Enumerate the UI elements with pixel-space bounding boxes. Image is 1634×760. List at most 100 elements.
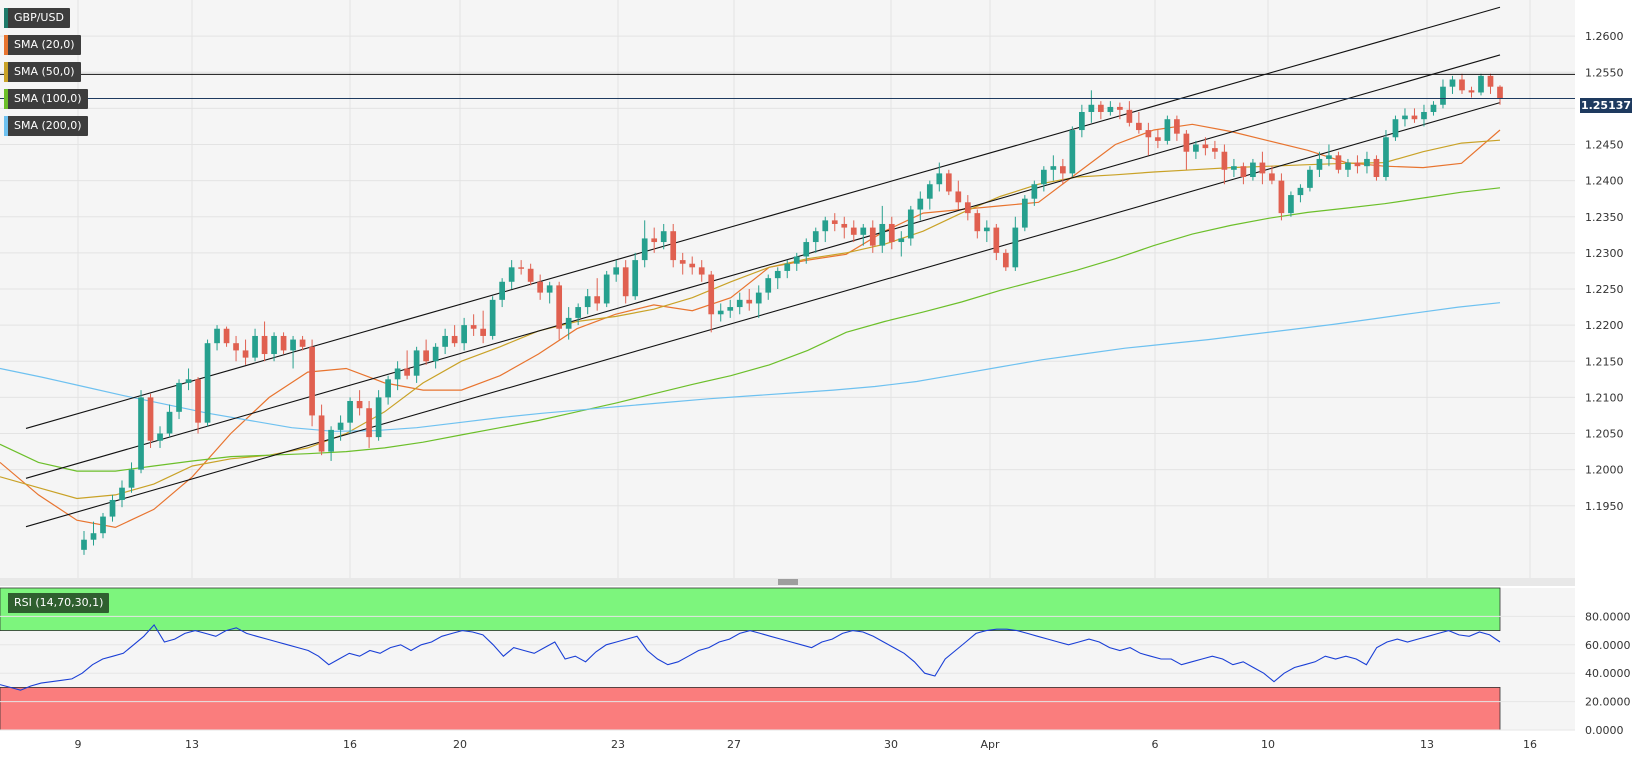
candle[interactable] [841,216,848,239]
legend-sma-20[interactable]: SMA (20,0) [4,35,81,55]
candle[interactable] [1430,101,1437,116]
candle[interactable] [632,252,639,300]
candle[interactable] [1136,111,1142,134]
candle[interactable] [261,321,268,362]
candle[interactable] [1316,151,1323,178]
candle[interactable] [1059,158,1066,185]
candle[interactable] [622,260,629,304]
candle[interactable] [1164,115,1171,145]
candle[interactable] [375,390,382,441]
candle[interactable] [1040,166,1047,192]
candle[interactable] [309,339,315,427]
candle[interactable] [100,512,106,539]
candle[interactable] [556,281,563,340]
candle[interactable] [917,191,924,221]
candle[interactable] [166,404,173,438]
candle[interactable] [1449,75,1456,94]
candle[interactable] [1126,101,1133,127]
candle[interactable] [347,397,353,434]
candle[interactable] [442,328,448,355]
candle[interactable] [423,339,429,365]
rsi-line[interactable] [0,623,1501,691]
candle[interactable] [689,256,696,275]
candle[interactable] [1231,158,1237,178]
candle[interactable] [860,223,867,246]
candle[interactable] [1259,151,1266,185]
candle[interactable] [746,289,753,311]
candle[interactable] [1468,86,1475,98]
candle[interactable] [1288,191,1294,217]
candle[interactable] [1459,73,1465,94]
candle[interactable] [1335,151,1342,174]
candle[interactable] [280,332,287,355]
candle[interactable] [888,216,895,250]
candle[interactable] [1478,73,1484,96]
candle[interactable] [869,220,876,253]
candle[interactable] [727,299,734,318]
candle[interactable] [1307,166,1313,192]
pane-resize-handle[interactable] [778,579,798,585]
candle[interactable] [1088,90,1095,123]
candle[interactable] [1021,195,1028,232]
candle[interactable] [1155,130,1161,149]
trend-channel-line[interactable] [25,54,1501,479]
candle[interactable] [670,223,677,268]
candle[interactable] [271,332,277,362]
candle[interactable] [242,339,249,365]
candle[interactable] [480,310,486,344]
candle[interactable] [385,375,391,405]
candle[interactable] [736,292,743,315]
candle[interactable] [432,343,439,369]
candle[interactable] [945,169,952,196]
candle[interactable] [1278,173,1285,221]
legend-sma-50[interactable]: SMA (50,0) [4,62,81,82]
candle[interactable] [223,326,230,347]
candle[interactable] [1202,137,1209,156]
candle[interactable] [299,335,306,351]
candle[interactable] [1402,108,1408,127]
candle[interactable] [413,346,420,383]
candle[interactable] [698,260,705,282]
candle[interactable] [233,335,239,362]
candle[interactable] [508,260,515,289]
candle[interactable] [898,231,905,257]
candle[interactable] [109,494,116,522]
candle[interactable] [1269,166,1275,185]
candle[interactable] [1174,115,1180,141]
candle[interactable] [660,223,667,250]
candle[interactable] [1240,162,1247,185]
candle[interactable] [594,278,601,311]
candle[interactable] [204,339,211,427]
candle[interactable] [461,317,467,351]
candle[interactable] [1487,73,1494,94]
candle[interactable] [290,335,296,369]
legend-gbpusd[interactable]: GBP/USD [4,8,70,28]
candle[interactable] [1117,102,1123,120]
candle[interactable] [1002,249,1009,271]
candle[interactable] [394,361,401,391]
candle[interactable] [812,227,819,253]
candle[interactable] [537,274,544,300]
candle[interactable] [1031,180,1038,206]
candle[interactable] [128,462,135,493]
candle[interactable] [546,281,553,304]
candle[interactable] [138,390,144,474]
candle[interactable] [641,220,648,268]
candle[interactable] [1069,126,1076,178]
candle[interactable] [879,205,886,253]
candle[interactable] [651,227,658,253]
trend-channel-line[interactable] [25,6,1501,429]
candle[interactable] [1440,79,1446,109]
sma-line[interactable] [0,123,1501,529]
candle[interactable] [451,325,458,347]
sma-line[interactable] [0,302,1501,432]
candle[interactable] [252,328,258,362]
candle[interactable] [1326,144,1332,167]
candle[interactable] [518,260,525,275]
candle[interactable] [337,415,344,441]
candle[interactable] [1079,104,1085,138]
candle[interactable] [774,267,781,289]
candle[interactable] [1250,158,1256,181]
candle[interactable] [1345,158,1351,178]
